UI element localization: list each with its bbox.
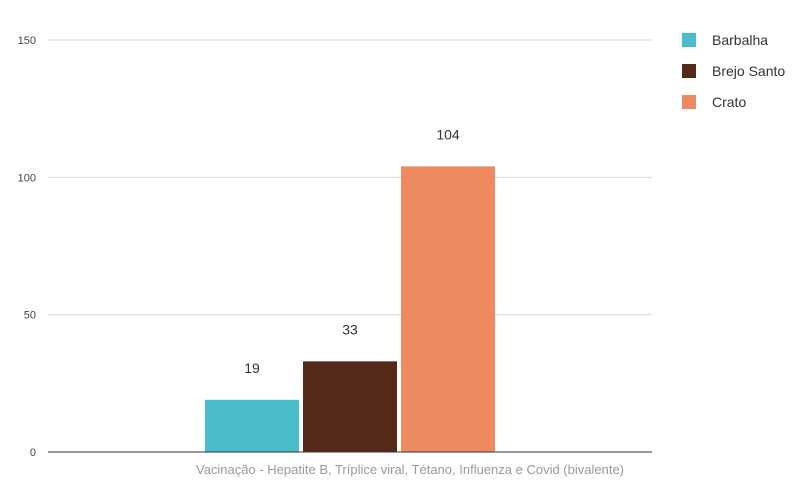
y-tick-label: 0 — [30, 447, 36, 459]
bar-barbalha — [205, 399, 299, 452]
legend-label: Crato — [712, 94, 746, 110]
gridlines — [48, 39, 652, 316]
legend-swatch — [682, 64, 696, 78]
legend-label: Brejo Santo — [712, 63, 785, 79]
legend-label: Barbalha — [712, 32, 768, 48]
bars — [205, 166, 495, 452]
x-tick-label: Vacinação - Hepatite B, Tríplice viral, … — [196, 462, 624, 477]
data-label: 33 — [342, 321, 358, 337]
data-labels: 19 33 104 — [244, 126, 460, 375]
legend-swatch — [682, 33, 696, 47]
data-label: 19 — [244, 360, 260, 376]
bar-brejo-santo — [303, 361, 397, 452]
legend-swatch — [682, 95, 696, 109]
axes: 0 50 100 150 Vacinação - Hepatite B, Tríplic… — [18, 35, 652, 477]
y-tick-label: 100 — [18, 172, 36, 184]
data-label: 104 — [436, 126, 460, 142]
y-tick-label: 150 — [18, 35, 36, 47]
y-tick-label: 50 — [24, 310, 36, 322]
bar-crato — [401, 166, 495, 452]
legend: Barbalha Brejo Santo Crato — [682, 32, 785, 110]
